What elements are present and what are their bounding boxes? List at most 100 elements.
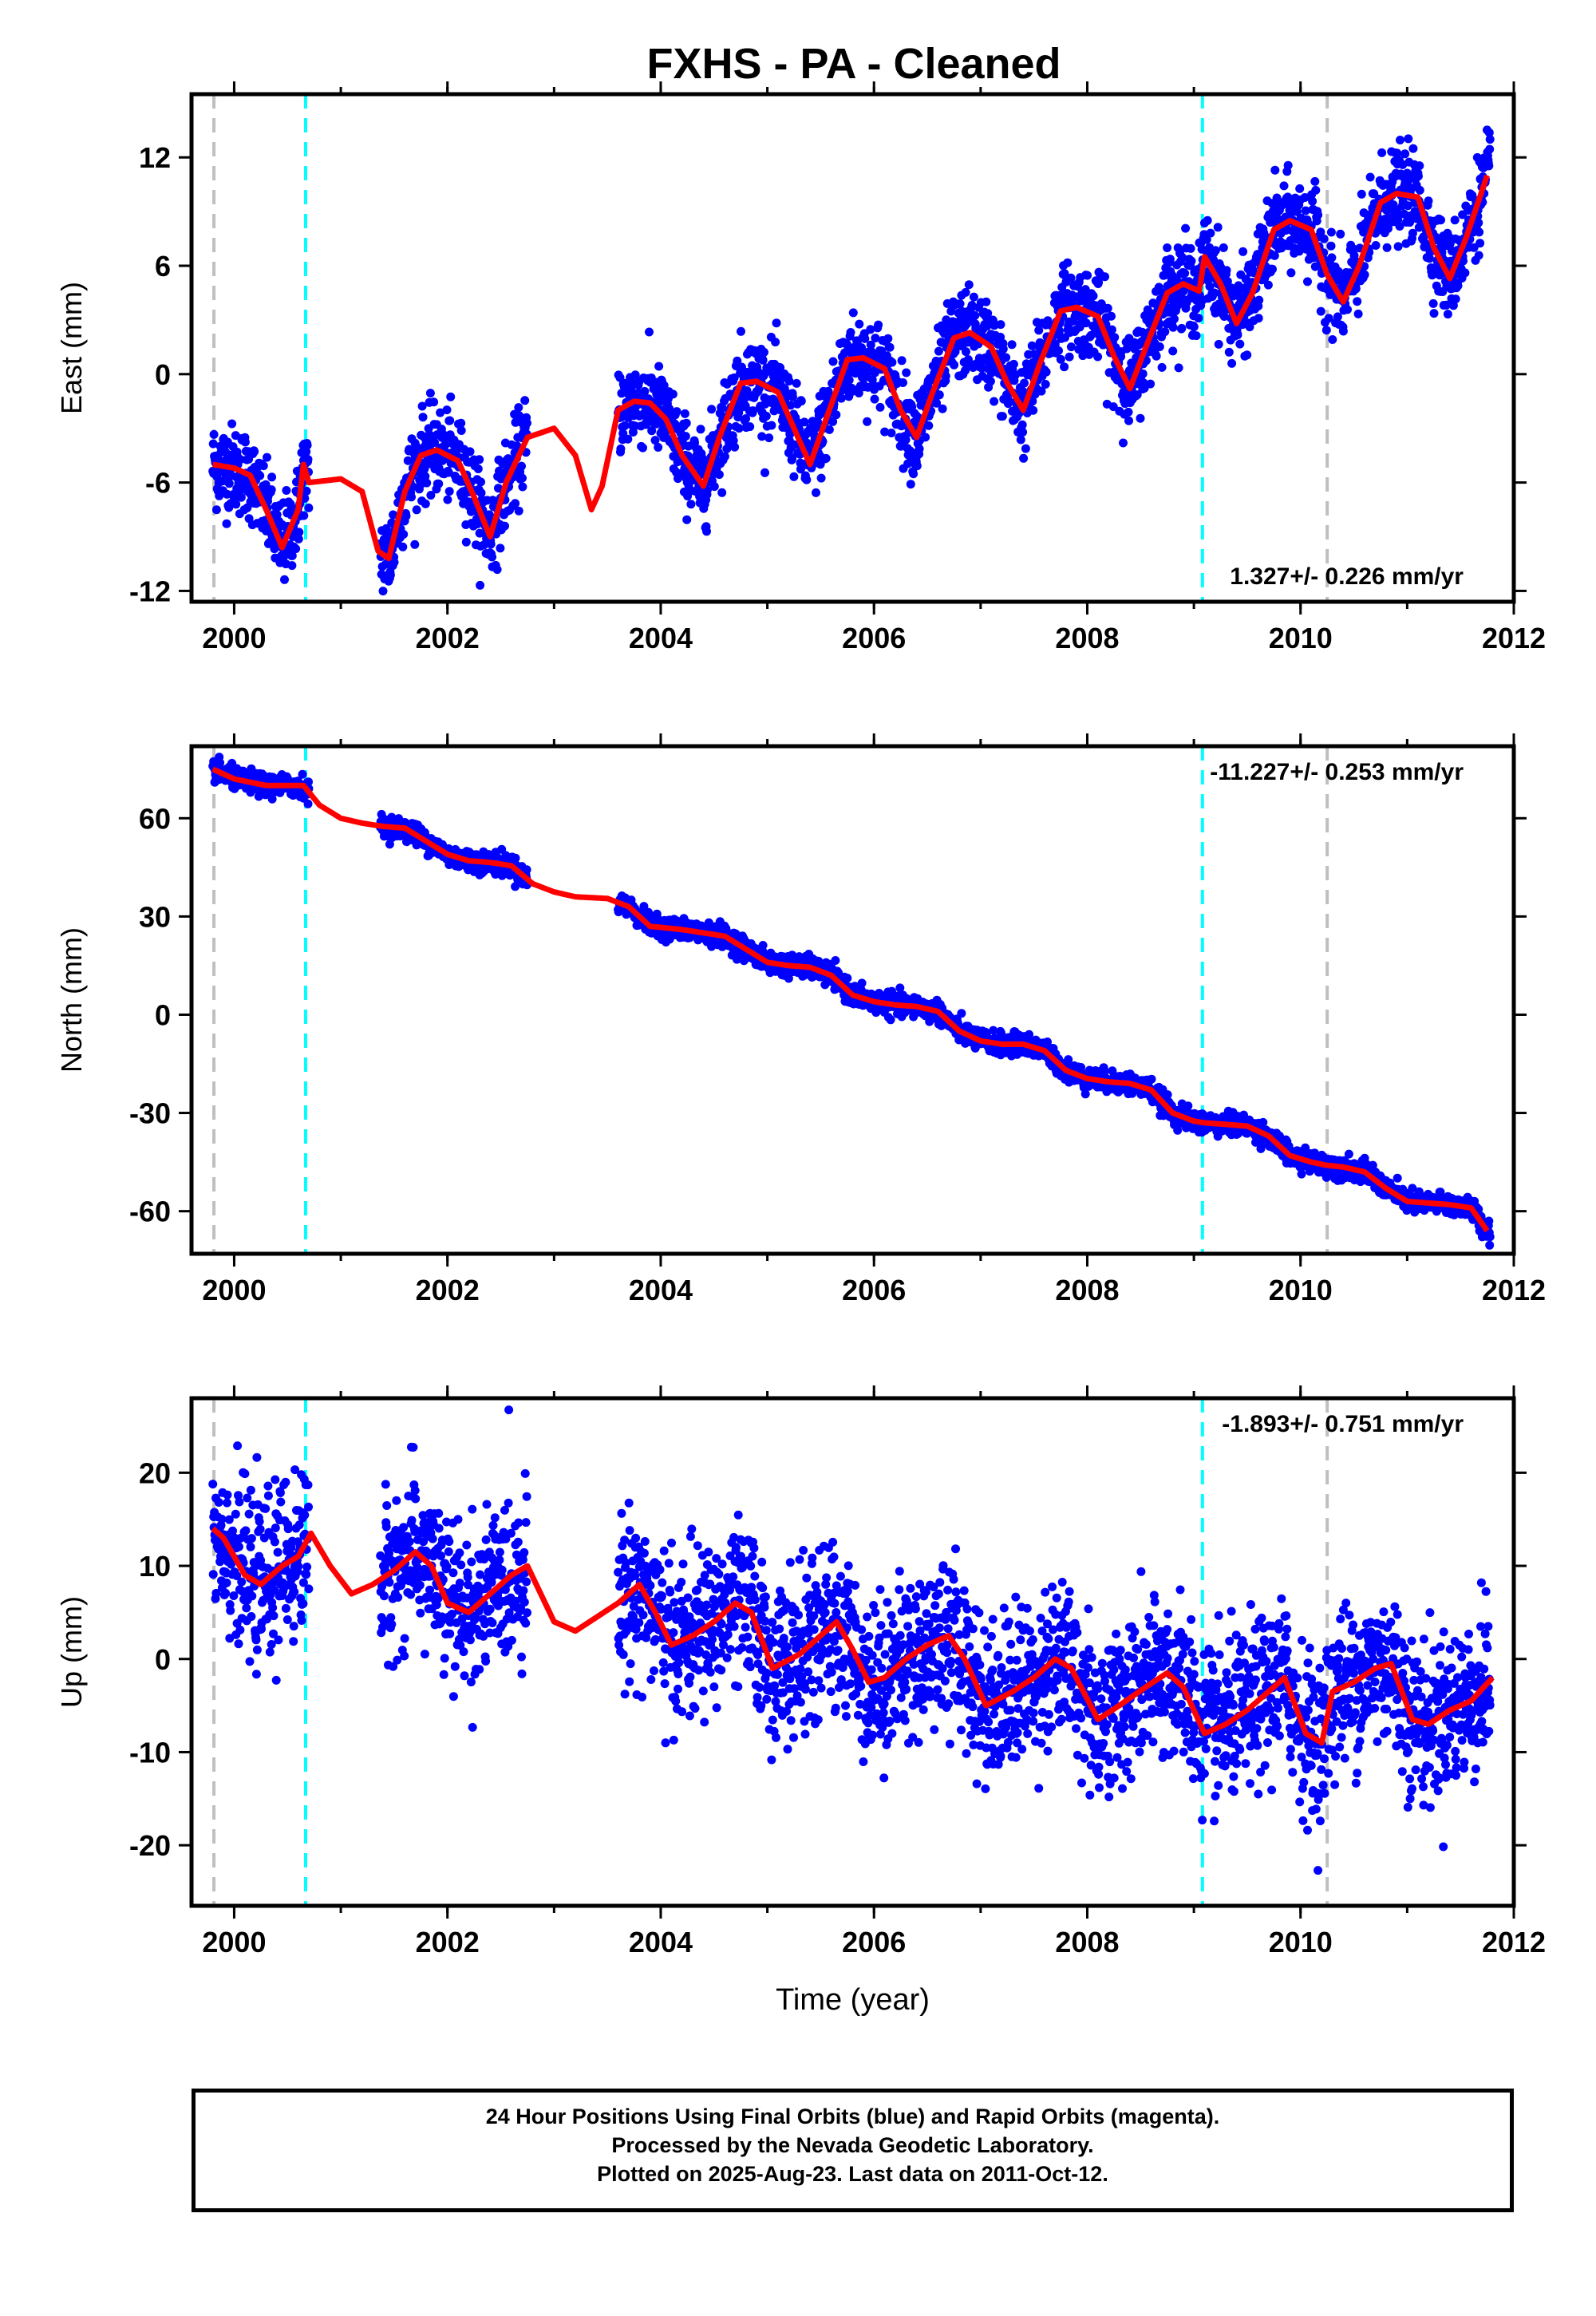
data-point xyxy=(1327,253,1337,263)
data-point xyxy=(1088,291,1098,301)
data-point xyxy=(1345,268,1354,278)
y-tick-label: -12 xyxy=(129,575,171,607)
data-point xyxy=(259,461,268,471)
data-point xyxy=(410,539,420,549)
data-point xyxy=(745,422,755,432)
data-point xyxy=(421,499,430,508)
data-point xyxy=(1007,340,1017,350)
data-point xyxy=(843,974,852,983)
data-point xyxy=(871,334,880,343)
y-axis-label: East (mm) xyxy=(55,282,88,414)
data-point xyxy=(1214,339,1223,349)
data-point xyxy=(1124,416,1133,425)
data-point xyxy=(1119,438,1128,448)
data-point xyxy=(1180,268,1190,278)
data-point xyxy=(492,565,502,575)
data-point xyxy=(863,417,872,426)
data-point xyxy=(970,310,980,320)
data-point xyxy=(1353,297,1362,306)
data-point xyxy=(796,397,806,406)
data-point xyxy=(1395,222,1404,231)
data-point xyxy=(1233,330,1242,340)
data-point xyxy=(280,575,289,584)
data-point xyxy=(494,484,503,493)
data-point xyxy=(934,346,943,356)
data-point xyxy=(821,453,831,463)
data-point xyxy=(1301,206,1310,215)
data-point xyxy=(761,411,771,421)
data-point xyxy=(828,357,838,366)
data-point xyxy=(473,464,483,473)
data-point xyxy=(880,427,890,437)
data-point xyxy=(1450,215,1460,225)
data-point xyxy=(429,397,439,407)
data-point xyxy=(659,381,669,390)
data-point xyxy=(517,461,526,471)
data-point xyxy=(902,368,911,377)
data-point xyxy=(1442,300,1451,310)
data-point xyxy=(977,363,986,373)
data-point xyxy=(412,505,421,515)
data-point xyxy=(800,417,809,427)
data-point xyxy=(518,482,527,492)
x-tick-label: 2010 xyxy=(1269,622,1333,654)
data-point xyxy=(1413,172,1423,181)
data-point xyxy=(476,488,486,498)
data-point xyxy=(1103,303,1112,313)
data-point xyxy=(240,437,250,447)
data-point xyxy=(1303,277,1312,287)
data-point xyxy=(425,389,435,398)
data-point xyxy=(1219,243,1228,252)
data-point xyxy=(1227,358,1237,368)
data-point xyxy=(874,320,883,330)
data-point xyxy=(1081,318,1091,328)
data-point xyxy=(1138,369,1148,378)
data-point xyxy=(681,432,690,441)
data-point xyxy=(500,521,509,531)
data-point xyxy=(294,534,303,543)
data-point xyxy=(250,447,259,456)
data-point xyxy=(304,503,314,512)
data-point xyxy=(1400,149,1410,159)
data-point xyxy=(886,1015,895,1025)
data-point xyxy=(969,292,978,302)
panel-north: 2000 2002 2004 2006 2008 2010 2012-60-3003060N… xyxy=(55,733,1546,1306)
data-point xyxy=(1415,185,1424,195)
data-point xyxy=(1360,270,1369,279)
data-point xyxy=(514,506,523,516)
data-point xyxy=(883,334,893,343)
data-point xyxy=(651,419,661,429)
data-point xyxy=(1336,229,1345,239)
data-point xyxy=(401,512,411,521)
data-point xyxy=(702,527,711,536)
data-point xyxy=(476,580,485,590)
data-point xyxy=(1268,264,1277,274)
data-point xyxy=(302,447,311,456)
data-point xyxy=(1194,314,1203,323)
data-point xyxy=(1308,196,1317,206)
data-point xyxy=(1349,251,1359,260)
data-point xyxy=(758,355,768,365)
data-point xyxy=(967,301,977,310)
data-point xyxy=(767,421,776,430)
data-point xyxy=(1310,176,1320,186)
data-point xyxy=(941,371,950,381)
data-point xyxy=(444,468,453,477)
data-point xyxy=(417,401,427,411)
data-point xyxy=(1029,405,1038,415)
data-point xyxy=(1451,294,1460,304)
data-point xyxy=(1146,379,1156,389)
data-point xyxy=(426,491,436,500)
data-point xyxy=(208,439,218,449)
data-point xyxy=(998,412,1007,421)
data-point xyxy=(440,440,450,449)
data-point xyxy=(1253,250,1262,259)
data-point xyxy=(1132,390,1142,400)
data-point xyxy=(1110,333,1120,342)
data-point xyxy=(764,433,774,443)
data-point xyxy=(741,414,751,423)
data-point xyxy=(1459,256,1468,266)
data-point xyxy=(418,413,428,422)
data-point xyxy=(1152,351,1161,361)
data-point xyxy=(983,309,993,318)
